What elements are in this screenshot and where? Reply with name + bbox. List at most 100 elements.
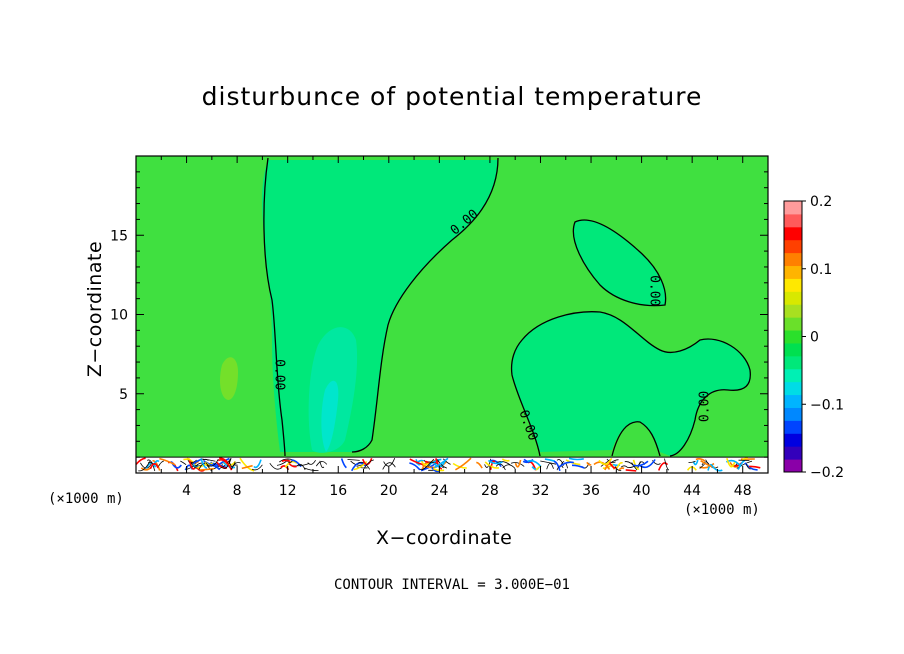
surface-noise-stroke xyxy=(639,459,656,469)
surface-noise-stroke xyxy=(357,461,371,470)
y-axis-label: Z−coordinate xyxy=(84,240,106,378)
surface-noise-stroke xyxy=(502,464,516,470)
x-tick-label: 32 xyxy=(532,483,550,499)
surface-noise-stroke xyxy=(297,463,306,471)
surface-noise-stroke xyxy=(319,460,325,469)
colorbar-segment xyxy=(784,201,802,215)
surface-noise-stroke xyxy=(568,457,584,461)
surface-noise-stroke xyxy=(546,462,554,470)
surface-noise-stroke xyxy=(201,458,216,462)
surface-noise-stroke xyxy=(695,458,706,462)
colorbar-segment xyxy=(784,342,802,357)
surface-noise-stroke xyxy=(736,460,753,469)
x-tick-label: 16 xyxy=(329,483,347,499)
x-tick-label: 48 xyxy=(734,483,752,499)
surface-noise-stroke xyxy=(315,461,328,467)
surface-noise-stroke xyxy=(304,467,319,472)
surface-noise-stroke xyxy=(633,460,649,467)
surface-noise-stroke xyxy=(616,462,623,469)
surface-noise-stroke xyxy=(269,462,283,470)
colorbar-segment xyxy=(784,291,802,305)
surface-noise-stroke xyxy=(484,461,500,469)
colorbar-tick-label: 0.2 xyxy=(810,194,832,210)
colorbar-segment xyxy=(784,446,802,460)
surface-noise-stroke xyxy=(620,465,628,468)
surface-noise-stroke xyxy=(487,459,503,465)
surface-noise-stroke xyxy=(443,458,451,465)
surface-noise-stroke xyxy=(138,461,151,472)
surface-noise-stroke xyxy=(510,462,525,467)
surface-noise-stroke xyxy=(434,457,449,469)
surface-noise-stroke xyxy=(203,460,218,468)
surface-noise-stroke xyxy=(431,467,440,473)
surface-noise-stroke xyxy=(436,459,448,469)
surface-noise-stroke xyxy=(222,458,232,469)
colorbar-segment xyxy=(784,239,802,254)
surface-noise-stroke xyxy=(428,461,445,469)
surface-noise-stroke xyxy=(489,459,502,468)
surface-noise-stroke xyxy=(140,462,152,469)
x-axis-label: X−coordinate xyxy=(376,527,513,549)
surface-noise-stroke xyxy=(598,457,613,465)
surface-noise-stroke xyxy=(197,462,213,469)
colorbar-segment xyxy=(784,252,802,267)
neg-core-plume-inner xyxy=(321,380,339,452)
surface-noise-stroke xyxy=(218,457,232,469)
colorbar-tick-label: −0.1 xyxy=(810,397,844,413)
surface-noise-stroke xyxy=(353,460,368,471)
colorbar-segment xyxy=(784,265,802,279)
contour-zero-plume-right xyxy=(351,157,499,453)
x-unit-label-left: (×1000 m) xyxy=(48,491,124,507)
surface-noise-stroke xyxy=(495,463,506,471)
warm-patch xyxy=(220,357,238,400)
surface-noise-stroke xyxy=(558,461,574,469)
surface-noise-stroke xyxy=(183,458,190,461)
surface-noise-stroke xyxy=(251,464,263,471)
x-tick-label: 40 xyxy=(633,483,651,499)
colorbar-segment xyxy=(784,407,802,421)
contour-label: 0.00 xyxy=(647,275,662,306)
surface-noise-stroke xyxy=(135,457,146,465)
surface-noise-stroke xyxy=(307,459,316,465)
surface-noise-stroke xyxy=(347,459,360,461)
surface-noise-stroke xyxy=(241,464,253,470)
contour-label: 0.00 xyxy=(271,359,286,390)
surface-noise-stroke xyxy=(180,460,187,466)
surface-noise-stroke xyxy=(158,460,164,467)
colorbar-segment xyxy=(784,368,802,383)
colorbar-segment xyxy=(784,213,802,228)
surface-noise-stroke xyxy=(614,466,622,472)
surface-noise-stroke xyxy=(188,460,196,470)
surface-noise-stroke xyxy=(288,462,297,468)
surface-noise-stroke xyxy=(382,462,396,470)
colorbar-segment xyxy=(784,317,802,331)
surface-noise-stroke xyxy=(200,458,208,469)
surface-noise-stroke xyxy=(202,458,209,461)
surface-noise-stroke xyxy=(501,458,510,462)
surface-noise-stroke xyxy=(692,459,699,466)
neg-region-right-blob xyxy=(511,311,751,456)
y-tick-label: 10 xyxy=(110,308,128,324)
colorbar-segment xyxy=(784,394,802,408)
colorbar-tick-label: 0.1 xyxy=(810,262,832,278)
surface-noise-stroke xyxy=(571,464,585,469)
surface-noise-stroke xyxy=(540,460,557,465)
colorbar-tick-label: 0 xyxy=(810,330,819,346)
surface-noise-stroke xyxy=(432,467,445,472)
surface-noise-stroke xyxy=(553,460,561,472)
colorbar-segment xyxy=(784,420,802,434)
surface-noise-stroke xyxy=(363,459,374,470)
surface-noise-stroke xyxy=(428,458,442,466)
surface-noise-stroke xyxy=(657,462,669,471)
surface-noise-stroke xyxy=(632,459,640,470)
surface-noise-stroke xyxy=(152,460,161,471)
contour-label: 0.00 xyxy=(697,391,712,422)
surface-noise-stroke xyxy=(191,459,197,464)
colorbar-segment xyxy=(784,304,802,318)
surface-noise-stroke xyxy=(228,460,236,468)
surface-noise-stroke xyxy=(435,458,443,470)
colorbar-tick-label: −0.2 xyxy=(810,465,844,481)
surface-noise-stroke xyxy=(205,459,219,467)
contour-zero-right-blob xyxy=(510,311,751,457)
